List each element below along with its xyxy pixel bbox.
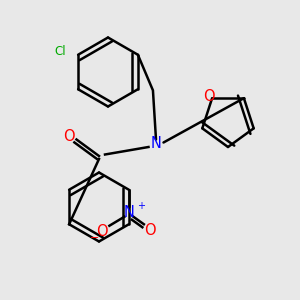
Text: O: O xyxy=(203,89,215,104)
Text: −: − xyxy=(90,233,99,243)
Text: N: N xyxy=(123,205,134,220)
Text: +: + xyxy=(137,201,145,211)
Text: O: O xyxy=(96,224,108,239)
Text: Cl: Cl xyxy=(55,45,66,58)
Text: O: O xyxy=(63,129,75,144)
Text: O: O xyxy=(144,223,156,238)
Text: N: N xyxy=(151,136,161,152)
